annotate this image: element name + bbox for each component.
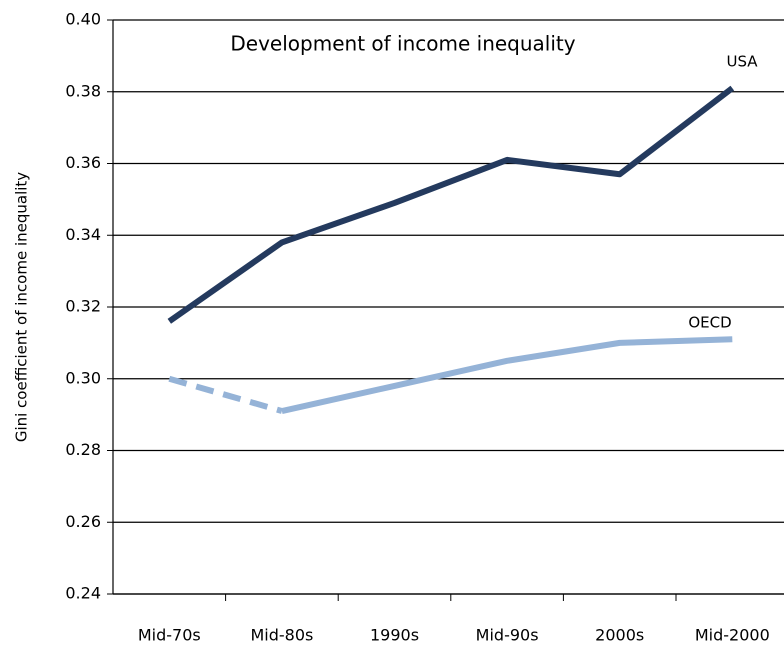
y-tick-label: 0.40 bbox=[65, 10, 101, 29]
y-tick-label: 0.38 bbox=[65, 81, 101, 100]
series-label: USA bbox=[726, 53, 758, 71]
y-tick-label: 0.34 bbox=[65, 225, 101, 244]
y-tick-label: 0.30 bbox=[65, 368, 101, 387]
y-tick-label: 0.36 bbox=[65, 153, 101, 172]
chart-title: Development of income inequality bbox=[230, 32, 575, 56]
x-tick-label: 1990s bbox=[370, 626, 419, 645]
y-axis-label: Gini coefficient of income inequality bbox=[13, 172, 31, 442]
series-label: OECD bbox=[688, 314, 731, 332]
series-line bbox=[167, 85, 735, 324]
y-tick-label: 0.28 bbox=[65, 440, 101, 459]
y-tick-label: 0.26 bbox=[65, 512, 101, 531]
x-tick-label: 2000s bbox=[595, 626, 644, 645]
y-tick-label: 0.24 bbox=[65, 584, 101, 603]
x-tick-label: Mid-80s bbox=[250, 626, 313, 645]
y-tick-label: 0.32 bbox=[65, 297, 101, 316]
series-line bbox=[281, 336, 733, 414]
series-line bbox=[168, 375, 283, 414]
x-tick-label: Mid-90s bbox=[476, 626, 539, 645]
x-tick-label: Mid-70s bbox=[138, 626, 201, 645]
x-tick-label: Mid-2000 bbox=[695, 626, 770, 645]
